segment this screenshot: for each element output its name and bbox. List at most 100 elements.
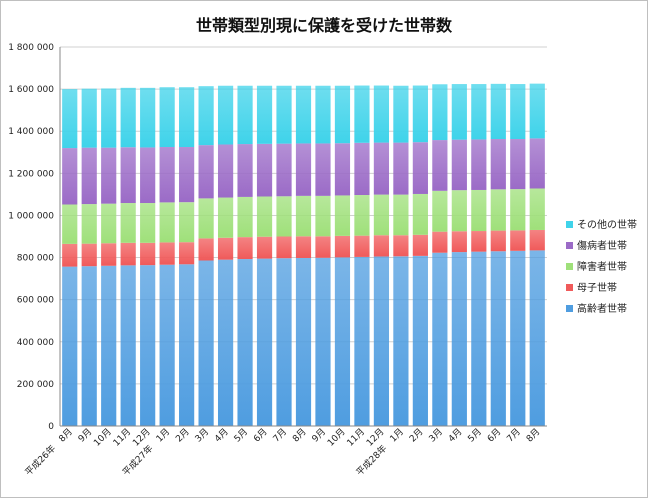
bar-segment xyxy=(81,88,97,148)
bar-segment xyxy=(217,85,234,145)
bar-segment xyxy=(510,189,526,231)
bar-segment xyxy=(412,193,428,235)
bar-segment xyxy=(276,236,292,259)
bar-segment xyxy=(256,85,273,144)
bar-segment xyxy=(490,251,506,426)
x-tick-label: 10月 xyxy=(92,426,114,448)
bar-segment xyxy=(256,258,273,426)
bar-segment xyxy=(159,264,175,426)
bar-segment xyxy=(120,242,136,266)
bar-segment xyxy=(529,188,545,230)
bar-segment xyxy=(354,195,370,236)
bar-segment xyxy=(373,142,390,195)
bars xyxy=(62,83,545,426)
bar-segment xyxy=(159,242,175,265)
bar-segment xyxy=(101,203,117,244)
y-tick-label: 1 200 000 xyxy=(8,169,54,179)
bar-segment xyxy=(334,85,351,144)
legend-swatch xyxy=(566,305,573,312)
bar-segment xyxy=(471,139,487,190)
bar-segment xyxy=(256,143,273,197)
x-tick-label: 3月 xyxy=(427,426,445,444)
bar-segment xyxy=(62,89,78,149)
x-tick-label: 4月 xyxy=(213,426,231,444)
chart-title: 世帯類型別現に保護を受けた世帯数 xyxy=(195,16,452,35)
bar-segment xyxy=(490,139,506,190)
bar-segment xyxy=(179,147,195,203)
bar-segment xyxy=(217,144,234,198)
bar-segment xyxy=(120,147,136,204)
x-tick-label: 6月 xyxy=(485,426,503,444)
bar-segment xyxy=(510,250,526,426)
bar-segment xyxy=(295,143,312,196)
x-tick-label: 8月 xyxy=(524,426,542,444)
y-tick-label: 600 000 xyxy=(17,296,54,306)
bar-segment xyxy=(334,195,351,236)
x-tick-label: 6月 xyxy=(251,426,269,444)
bar-segment xyxy=(179,242,195,265)
bar-segment xyxy=(412,255,428,426)
bar-segment xyxy=(140,87,156,148)
bar-segment xyxy=(354,142,370,196)
bar-segment xyxy=(334,143,351,196)
bar-segment xyxy=(393,256,409,426)
y-tick-label: 0 xyxy=(48,422,54,432)
bar-segment xyxy=(120,203,136,243)
bar-segment xyxy=(101,88,117,148)
bar-segment xyxy=(373,256,390,426)
bar-segment xyxy=(373,235,390,257)
y-tick-label: 800 000 xyxy=(17,254,54,264)
bar-segment xyxy=(295,195,312,237)
bar-segment xyxy=(451,139,467,191)
bar-segment xyxy=(159,147,175,203)
bar-segment xyxy=(529,138,545,189)
legend-label: その他の世帯 xyxy=(577,218,637,231)
bar-segment xyxy=(471,84,487,140)
x-tick-label: 4月 xyxy=(446,426,464,444)
bar-segment xyxy=(510,84,526,140)
bar-segment xyxy=(256,196,273,237)
y-tick-label: 1 800 000 xyxy=(8,43,54,53)
bar-segment xyxy=(81,147,97,205)
legend-label: 障害者世帯 xyxy=(577,260,627,273)
bar-segment xyxy=(256,236,273,259)
bar-segment xyxy=(510,139,526,190)
bar-segment xyxy=(101,147,117,204)
x-tick-label: 平成26年 8月 xyxy=(22,426,74,478)
bar-segment xyxy=(315,143,331,196)
bar-segment xyxy=(237,259,253,426)
bar-segment xyxy=(276,196,292,237)
bar-segment xyxy=(334,235,351,258)
bar-segment xyxy=(393,142,409,195)
x-tick-label: 5月 xyxy=(232,426,250,444)
bar-segment xyxy=(237,85,253,145)
bar-segment xyxy=(295,257,312,426)
bar-segment xyxy=(179,202,195,243)
bar-segment xyxy=(529,229,545,251)
bar-segment xyxy=(412,234,428,256)
bar-segment xyxy=(159,202,175,243)
legend-swatch xyxy=(566,263,573,270)
legend-label: 傷病者世帯 xyxy=(577,239,627,252)
bar-segment xyxy=(412,85,428,143)
bar-segment xyxy=(373,194,390,236)
bar-segment xyxy=(81,266,97,426)
bar-segment xyxy=(432,231,448,253)
bar-segment xyxy=(471,189,487,232)
legend-swatch xyxy=(566,242,573,249)
bar-segment xyxy=(432,252,448,426)
bar-segment xyxy=(276,258,292,426)
bar-segment xyxy=(140,203,156,243)
bar-segment xyxy=(529,83,545,139)
bar-segment xyxy=(471,231,487,252)
bar-segment xyxy=(529,250,545,426)
bar-segment xyxy=(140,147,156,204)
bar-segment xyxy=(237,196,253,238)
bar-segment xyxy=(295,236,312,258)
y-tick-label: 1 000 000 xyxy=(8,211,54,221)
bar-segment xyxy=(140,265,156,426)
bar-segment xyxy=(315,257,331,426)
bar-segment xyxy=(198,198,214,239)
